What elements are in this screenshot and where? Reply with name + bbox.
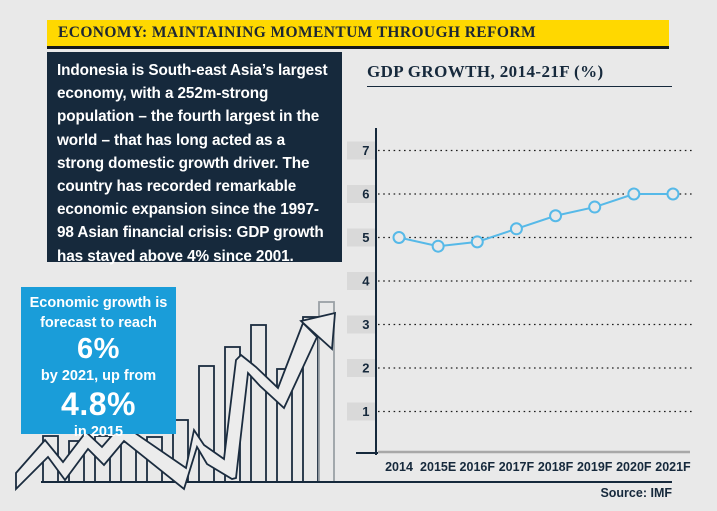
svg-text:5: 5 <box>362 230 369 245</box>
page-title: ECONOMY: MAINTAINING MOMENTUM THROUGH RE… <box>58 24 536 41</box>
callout-mid: by 2021, up from <box>40 368 157 384</box>
data-points <box>392 187 680 253</box>
growth-arrow-head <box>299 311 336 351</box>
chart-source: Source: IMF <box>600 486 672 500</box>
svg-text:2020F: 2020F <box>616 460 652 474</box>
intro-box: Indonesia is South-east Asia’s largest e… <box>47 52 342 265</box>
callout-value-6pct: 6% <box>77 333 120 365</box>
y-tick-labels: 1 2 3 4 5 6 7 <box>347 141 375 421</box>
svg-text:6: 6 <box>362 187 369 202</box>
svg-text:2016F: 2016F <box>460 460 496 474</box>
gdp-line-chart: 1 2 3 4 5 6 7 2014 2015E 2016F 2017F 2018F 2019F 2020… <box>347 128 692 474</box>
chart-title-rule <box>367 86 672 87</box>
chart-title: GDP GROWTH, 2014-21F (%) <box>367 62 604 81</box>
svg-text:2021F: 2021F <box>655 460 691 474</box>
svg-text:2019F: 2019F <box>577 460 613 474</box>
svg-text:4: 4 <box>362 274 370 289</box>
intro-text: Indonesia is South-east Asia’s largest e… <box>57 62 328 265</box>
callout-tail: in 2015 <box>73 424 124 440</box>
svg-text:2014: 2014 <box>385 460 413 474</box>
svg-text:2018F: 2018F <box>538 460 574 474</box>
x-tick-labels: 2014 2015E 2016F 2017F 2018F 2019F 2020F 2021F <box>385 460 691 474</box>
chart-bottom-rule <box>330 481 672 483</box>
gdp-line <box>398 193 673 248</box>
growth-callout: Economic growth is forecast to reach 6% … <box>21 287 176 440</box>
callout-value-48pct: 4.8% <box>61 386 136 422</box>
svg-text:3: 3 <box>362 317 369 332</box>
svg-text:1: 1 <box>362 404 369 419</box>
svg-text:2015E: 2015E <box>420 460 456 474</box>
callout-intro: Economic growth is forecast to reach <box>29 295 168 331</box>
svg-text:2017F: 2017F <box>499 460 535 474</box>
header-bar: ECONOMY: MAINTAINING MOMENTUM THROUGH RE… <box>47 20 669 49</box>
svg-text:7: 7 <box>362 143 369 158</box>
svg-text:2: 2 <box>362 361 369 376</box>
y-gridlines <box>378 149 692 413</box>
